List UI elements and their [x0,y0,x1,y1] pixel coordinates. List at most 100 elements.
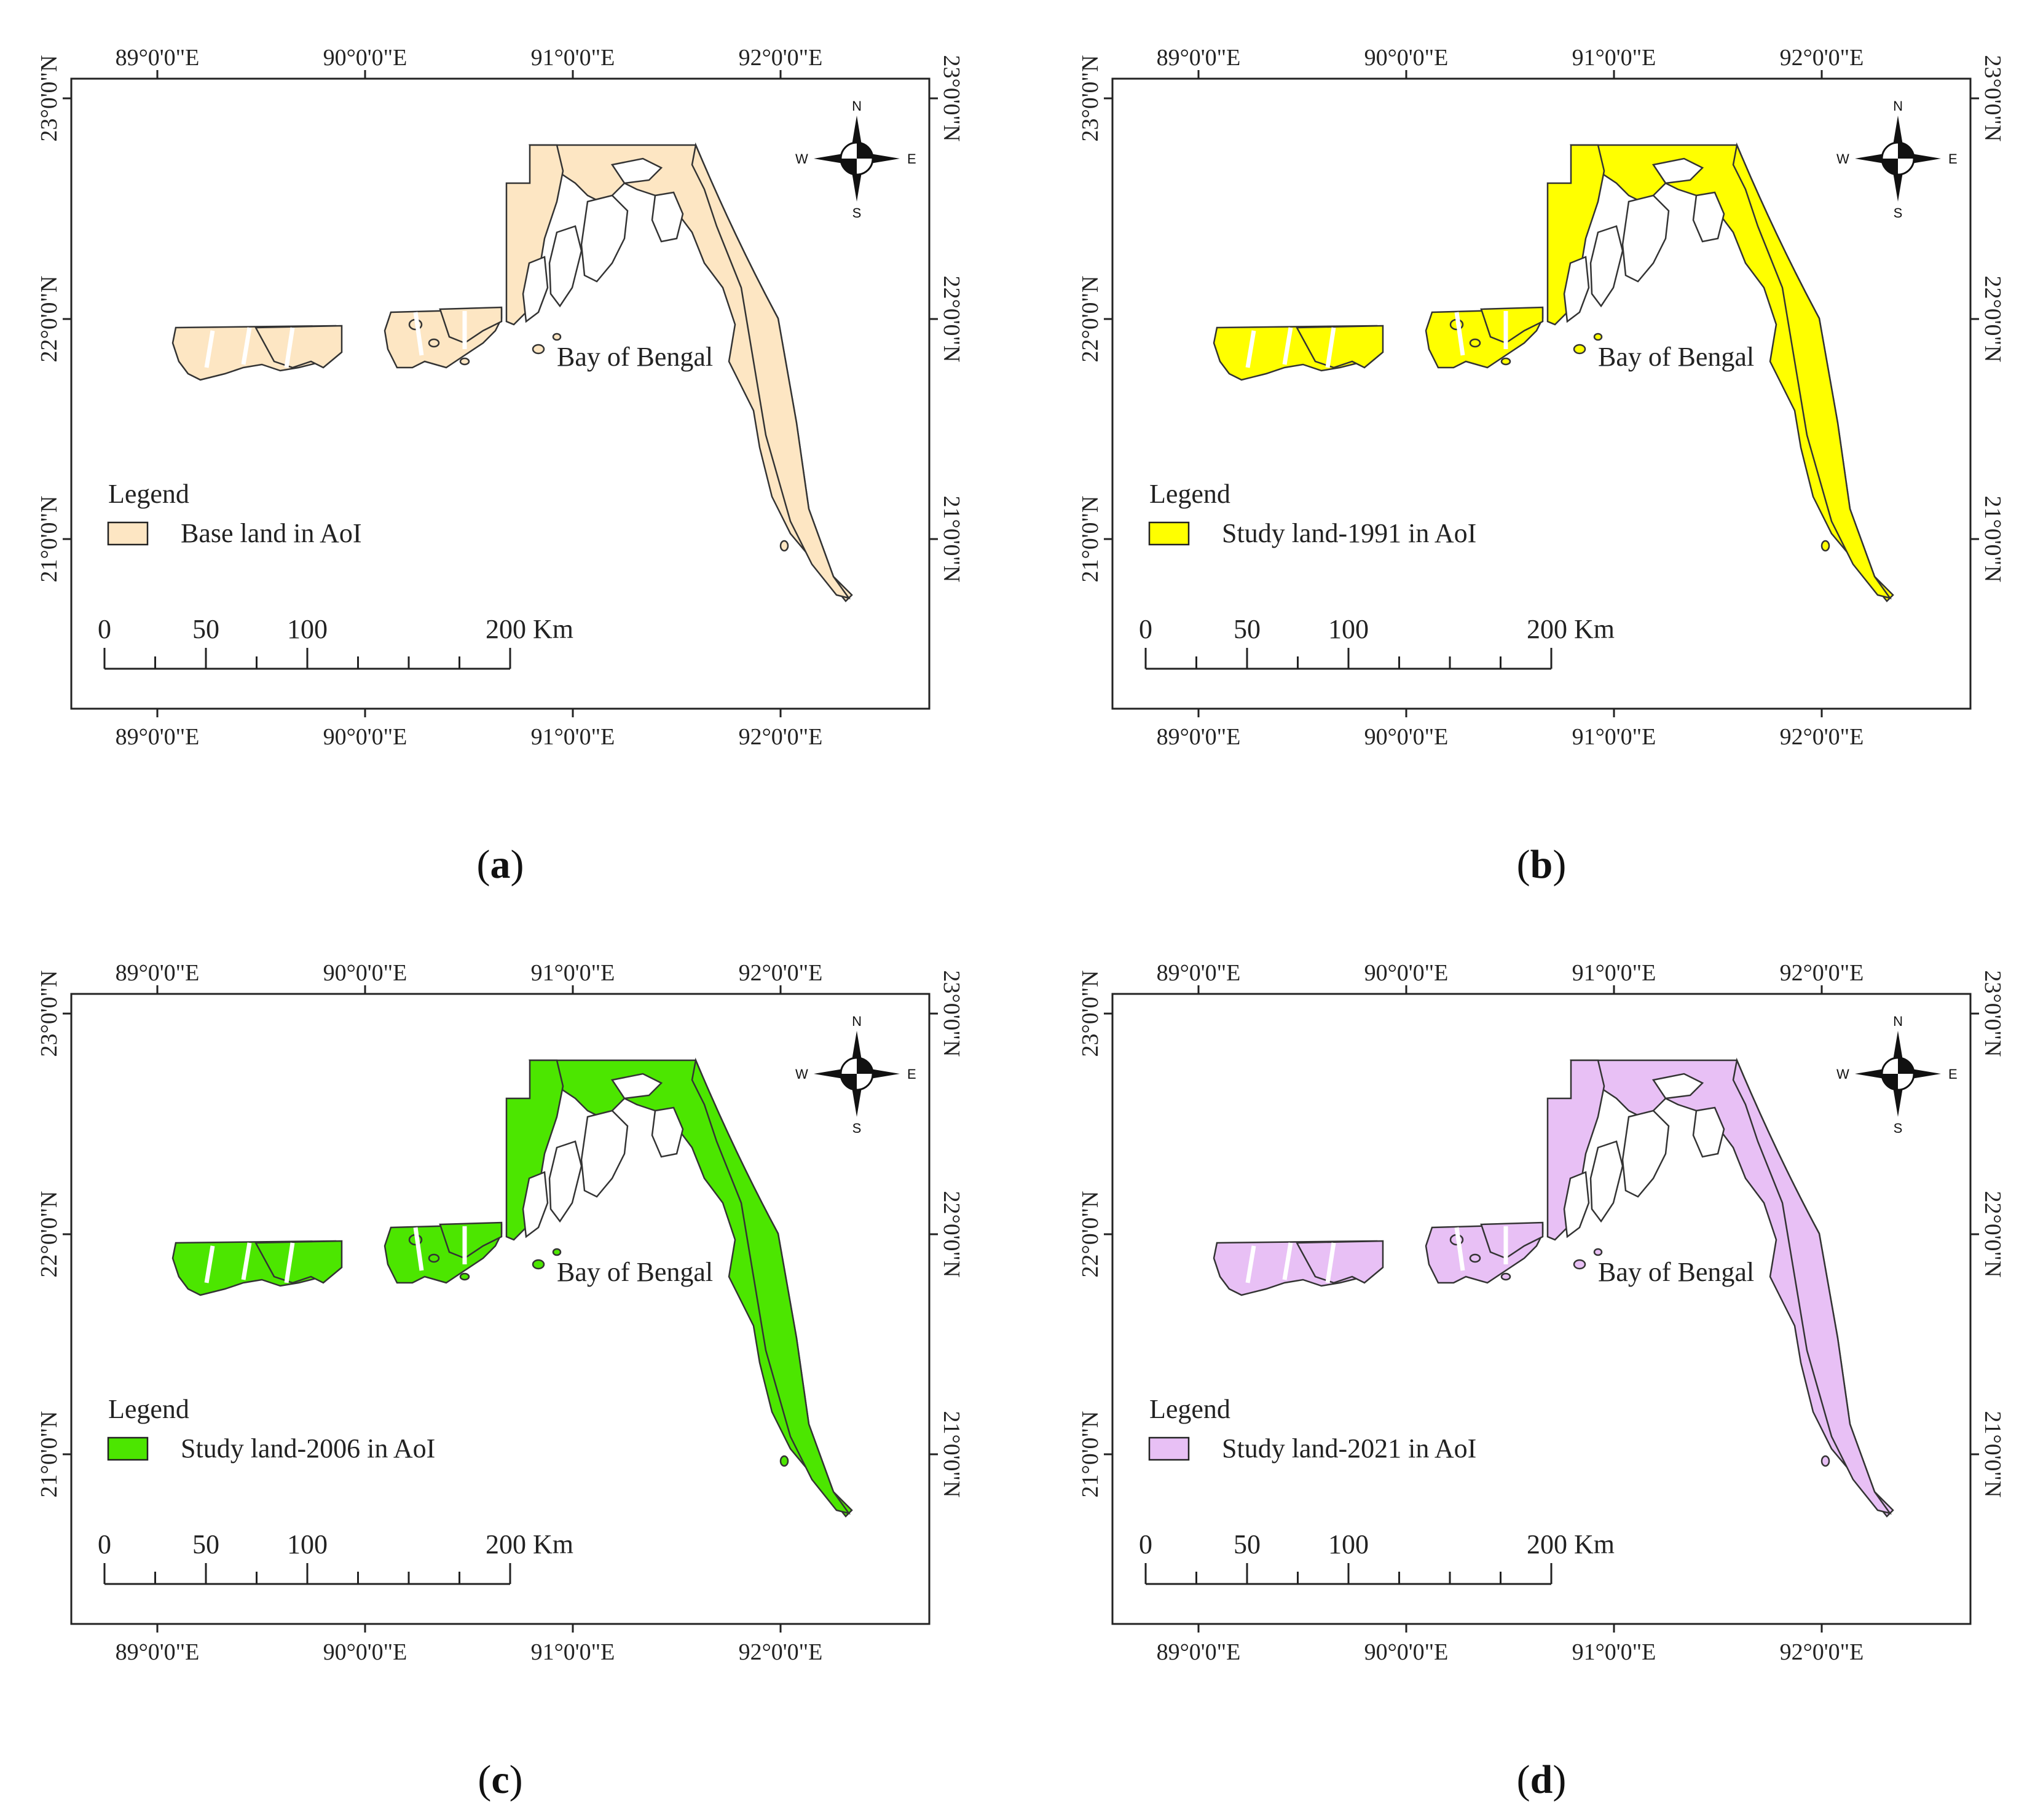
caption-letter: c [491,1757,509,1802]
small-island-5 [1820,1455,1830,1467]
caption-close: ) [510,1757,523,1802]
caption-letter: d [1530,1757,1553,1802]
small-island-4 [1593,333,1603,341]
lon-tick-bottom: 91°0'0"E [1572,724,1656,750]
land-east-coast [1732,142,1892,600]
channel-line-3 [1454,312,1465,356]
caption-open: ( [1517,842,1530,887]
compass-quad [857,1058,873,1074]
scalebar-label: 50 [1234,1529,1261,1559]
legend-label: Base land in AoI [181,518,362,548]
lat-tick-right: 23°0'0"N [939,971,964,1057]
small-island-5 [1820,540,1830,552]
compass-s: S [1894,1121,1903,1136]
lat-tick-left: 22°0'0"N [36,276,62,363]
lat-tick-left: 22°0'0"N [36,1191,62,1278]
river-channel-2 [522,256,549,323]
map-panel-d: Bay of Bengal Legend Study land-2021 in Ao… [1077,960,2005,1665]
lat-tick-right: 22°0'0"N [939,276,964,363]
small-island-1 [428,338,440,348]
lat-tick-right: 22°0'0"N [1980,276,2005,363]
river-channel-3 [651,191,684,243]
map-panel-c: Bay of Bengal Legend Study land-2006 in Ao… [36,960,964,1665]
lat-tick-right: 22°0'0"N [939,1191,964,1278]
river-channel-3 [651,1106,684,1158]
map-panel-b: Bay of Bengal Legend Study land-1991 in Ao… [1077,45,2005,750]
caption-close: ) [1553,1757,1566,1802]
small-island-3 [532,344,545,355]
compass-e: E [1948,151,1958,167]
compass-n: N [1893,98,1903,114]
lon-tick-top: 92°0'0"E [1780,45,1864,71]
lat-tick-left: 21°0'0"N [36,496,62,583]
lon-tick-top: 91°0'0"E [531,960,615,986]
north-arrow-icon: N S E W [1836,98,1958,221]
caption-open: ( [1517,1757,1530,1802]
river-channel-4 [1651,1073,1704,1100]
river-channel-1 [1589,225,1624,308]
land-west-c [1480,306,1544,344]
compass-w: W [1836,151,1849,167]
lon-tick-top: 89°0'0"E [116,45,200,71]
compass-quad [1882,159,1898,175]
compass-s: S [852,205,862,221]
caption-c: (c) [478,1757,522,1802]
channel-line-1 [241,327,252,365]
lon-tick-top: 89°0'0"E [116,960,200,986]
land-west-b2 [254,325,343,369]
legend-title: Legend [1149,479,1230,509]
lon-tick-bottom: 91°0'0"E [1572,1639,1656,1665]
land-east-coast [1732,1057,1892,1515]
lon-tick-top: 90°0'0"E [1364,960,1449,986]
compass-quad [1882,1074,1898,1090]
channel-line-2 [1325,327,1336,368]
land-west-c [439,306,503,344]
lat-tick-left: 22°0'0"N [1077,276,1103,363]
lat-tick-left: 21°0'0"N [1077,496,1103,583]
caption-close: ) [511,842,524,887]
channel-line-0 [1245,330,1256,368]
lat-tick-right: 21°0'0"N [939,1411,964,1498]
small-island-4 [552,333,562,341]
legend-swatch [1148,1436,1190,1461]
compass-w: W [795,1066,808,1082]
lon-tick-bottom: 92°0'0"E [739,724,823,750]
lon-tick-bottom: 90°0'0"E [323,724,407,750]
scalebar-label: 0 [1139,614,1152,644]
small-island-1 [1469,338,1481,348]
north-arrow-icon: N S E W [795,1014,916,1136]
caption-d: (d) [1517,1757,1567,1802]
small-island-2 [1500,1272,1511,1281]
small-island-3 [1573,344,1586,355]
land-nw-block [505,1059,564,1241]
lon-tick-top: 91°0'0"E [531,45,615,71]
scalebar: 0 50 100 200 Km [1139,614,1615,670]
scalebar-label: 100 [1328,614,1369,644]
caption-open: ( [477,842,490,887]
scalebar-label: 0 [98,614,111,644]
compass-n: N [1893,1014,1903,1029]
legend-swatch [1148,521,1190,546]
land-west-c [1480,1221,1544,1259]
lon-tick-top: 89°0'0"E [1157,960,1241,986]
lat-tick-right: 22°0'0"N [1980,1191,2005,1278]
lon-tick-top: 89°0'0"E [1157,45,1241,71]
channel-line-3 [1454,1227,1465,1271]
legend-title: Legend [1149,1394,1230,1424]
water-label: Bay of Bengal [1598,342,1754,372]
scalebar-label: 0 [98,1529,111,1559]
small-island-1 [1469,1253,1481,1263]
north-arrow-icon: N S E W [1836,1014,1958,1136]
land-layer [171,142,853,602]
lon-tick-top: 90°0'0"E [1364,45,1449,71]
channels [204,1226,467,1283]
lat-tick-right: 23°0'0"N [939,55,964,142]
river-channel-4 [1651,157,1704,184]
channel-line-0 [1245,1245,1256,1283]
land-west-b2 [1295,325,1384,369]
river-channel-0 [1621,1109,1670,1198]
small-island-1 [428,1253,440,1263]
scalebar-label: 100 [287,614,328,644]
compass-e: E [907,151,916,167]
scalebar: 0 50 100 200 Km [98,614,573,670]
